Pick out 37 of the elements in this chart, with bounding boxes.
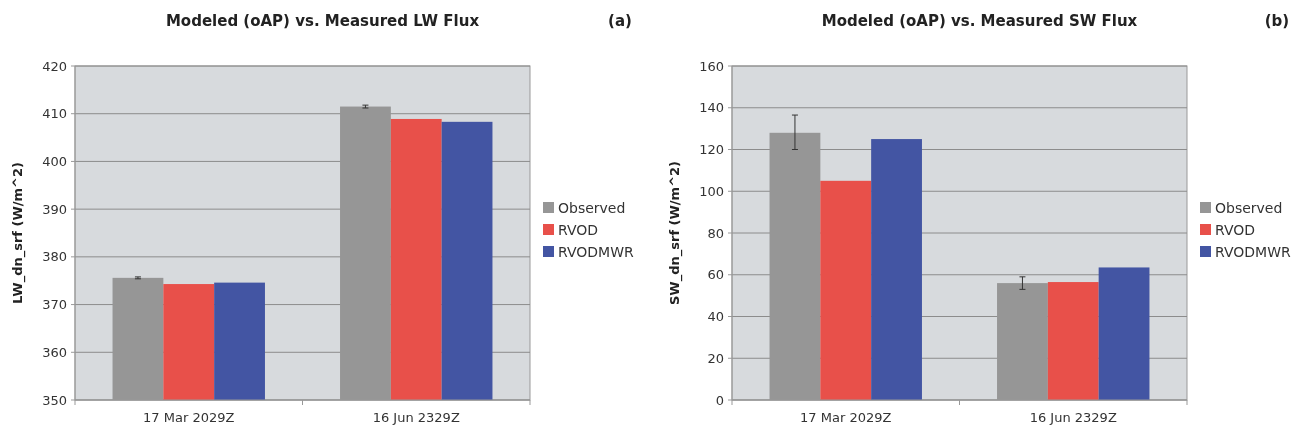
- x-tick-label: 16 Jun 2329Z: [372, 410, 460, 425]
- y-tick-label: 160: [699, 58, 724, 74]
- legend-label: Observed: [558, 199, 626, 216]
- x-tick-label: 16 Jun 2329Z: [1029, 410, 1117, 425]
- y-tick-label: 60: [707, 267, 724, 283]
- y-axis-title: SW_dn_srf (W/m^2): [667, 160, 683, 306]
- legend-label: RVOD: [558, 221, 599, 238]
- bar: [1047, 282, 1099, 400]
- y-tick-label: 410: [42, 106, 67, 122]
- x-tick-label: 17 Mar 2029Z: [143, 410, 235, 425]
- y-tick-label: 400: [42, 153, 67, 169]
- legend-label: Observed: [1215, 199, 1283, 216]
- y-tick-label: 120: [699, 142, 724, 158]
- y-tick-label: 350: [42, 392, 67, 408]
- chart-title: Modeled (oAP) vs. Measured LW Flux: [165, 12, 480, 30]
- y-tick-label: 360: [42, 344, 67, 360]
- y-tick-label: 390: [42, 201, 67, 217]
- chart-title: Modeled (oAP) vs. Measured SW Flux: [821, 12, 1138, 30]
- y-tick-label: 80: [707, 225, 724, 241]
- y-tick-label: 100: [699, 183, 724, 199]
- text: (a): [608, 12, 632, 30]
- legend-label: RVOD: [1215, 221, 1256, 238]
- bar: [820, 180, 872, 400]
- x-tick-label: 17 Mar 2029Z: [800, 410, 892, 425]
- y-tick-label: 380: [42, 249, 67, 265]
- y-axis-title: LW_dn_srf (W/m^2): [10, 162, 26, 304]
- bar: [871, 139, 922, 400]
- y-tick-label: 0: [715, 392, 724, 408]
- y-tick-label: 20: [707, 350, 724, 366]
- y-tick-label: 40: [707, 309, 724, 325]
- legend-label: RVODMWR: [1215, 243, 1292, 260]
- legend-label: RVODMWR: [558, 243, 635, 260]
- y-tick-label: 420: [42, 58, 67, 74]
- y-tick-label: 370: [42, 297, 67, 313]
- y-tick-label: 140: [699, 100, 724, 116]
- bar: [1098, 267, 1150, 400]
- text: (b): [1264, 12, 1290, 30]
